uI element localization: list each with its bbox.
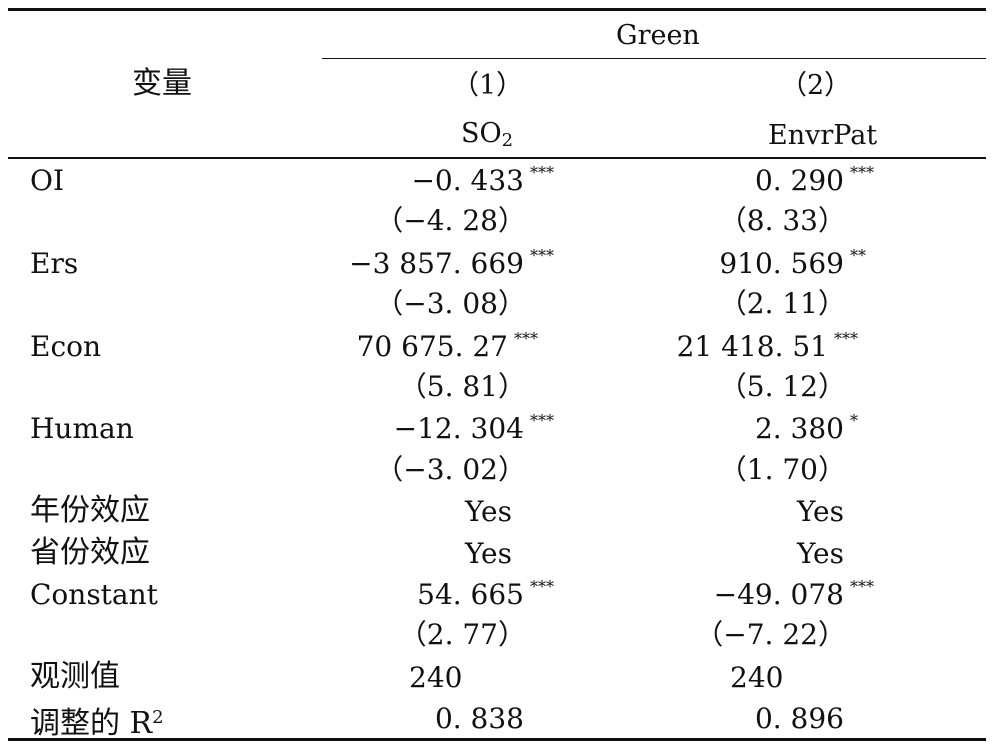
col1-name: SO2 [461, 118, 514, 151]
col1-number: （1） [452, 70, 524, 101]
coef-cell: 2. 380 [754, 412, 844, 445]
row-label: 调整的 R2 [30, 706, 164, 741]
row-label: 年份效应 [30, 493, 150, 528]
top-rule [8, 8, 986, 11]
coef-cell: −3 857. 669 [349, 247, 524, 280]
tstat-cell: （2. 11） [718, 287, 846, 320]
r2-cell: 0. 896 [754, 702, 844, 735]
sig-stars: ** [850, 246, 866, 265]
tstat-cell: （8. 33） [718, 204, 846, 237]
sig-stars: *** [530, 411, 554, 430]
coef-cell: 54. 665 [417, 578, 524, 611]
effect-cell: Yes [465, 495, 512, 528]
sig-stars: *** [530, 246, 554, 265]
effect-cell: Yes [797, 537, 844, 570]
row-label: 省份效应 [30, 535, 150, 570]
tstat-cell: （−3. 08） [375, 287, 526, 320]
tstat-cell: （5. 81） [398, 370, 526, 403]
sig-stars: *** [514, 329, 538, 348]
header-rule [8, 157, 986, 159]
tstat-cell: （−7. 22） [695, 618, 846, 651]
coef-cell: 0. 290 [754, 164, 844, 197]
sig-stars: *** [834, 329, 858, 348]
row-label: Human [30, 412, 134, 445]
row-label: OI [30, 164, 65, 197]
effect-cell: Yes [465, 537, 512, 570]
coef-cell: −0. 433 [411, 164, 524, 197]
tstat-cell: （−3. 02） [375, 453, 526, 486]
tstat-cell: （−4. 28） [375, 204, 526, 237]
coef-cell: −12. 304 [393, 412, 524, 445]
col2-name: EnvrPat [768, 120, 878, 151]
sig-stars: *** [530, 163, 554, 182]
row-label: 观测值 [30, 659, 120, 694]
coef-cell: −49. 078 [713, 578, 844, 611]
sig-stars: *** [850, 577, 874, 596]
col2-number: （2） [780, 70, 852, 101]
coef-cell: 910. 569 [719, 247, 844, 280]
group-rule [322, 58, 986, 59]
tstat-cell: （2. 77） [398, 618, 526, 651]
coef-cell: 70 675. 27 [356, 330, 508, 363]
obs-cell: 240 [409, 661, 463, 694]
row-label: Constant [30, 578, 158, 611]
effect-cell: Yes [797, 495, 844, 528]
bottom-rule [8, 738, 986, 741]
row-label: Ers [30, 247, 79, 280]
sig-stars: *** [530, 577, 554, 596]
tstat-cell: （5. 12） [718, 370, 846, 403]
coef-cell: 21 418. 51 [676, 330, 828, 363]
sig-stars: * [850, 411, 858, 430]
sig-stars: *** [850, 163, 874, 182]
tstat-cell: （1. 70） [718, 453, 846, 486]
obs-cell: 240 [730, 661, 784, 694]
variable-header: 变量 [132, 66, 192, 101]
r2-cell: 0. 838 [434, 702, 524, 735]
row-label: Econ [30, 330, 102, 363]
group-header: Green [616, 20, 700, 51]
